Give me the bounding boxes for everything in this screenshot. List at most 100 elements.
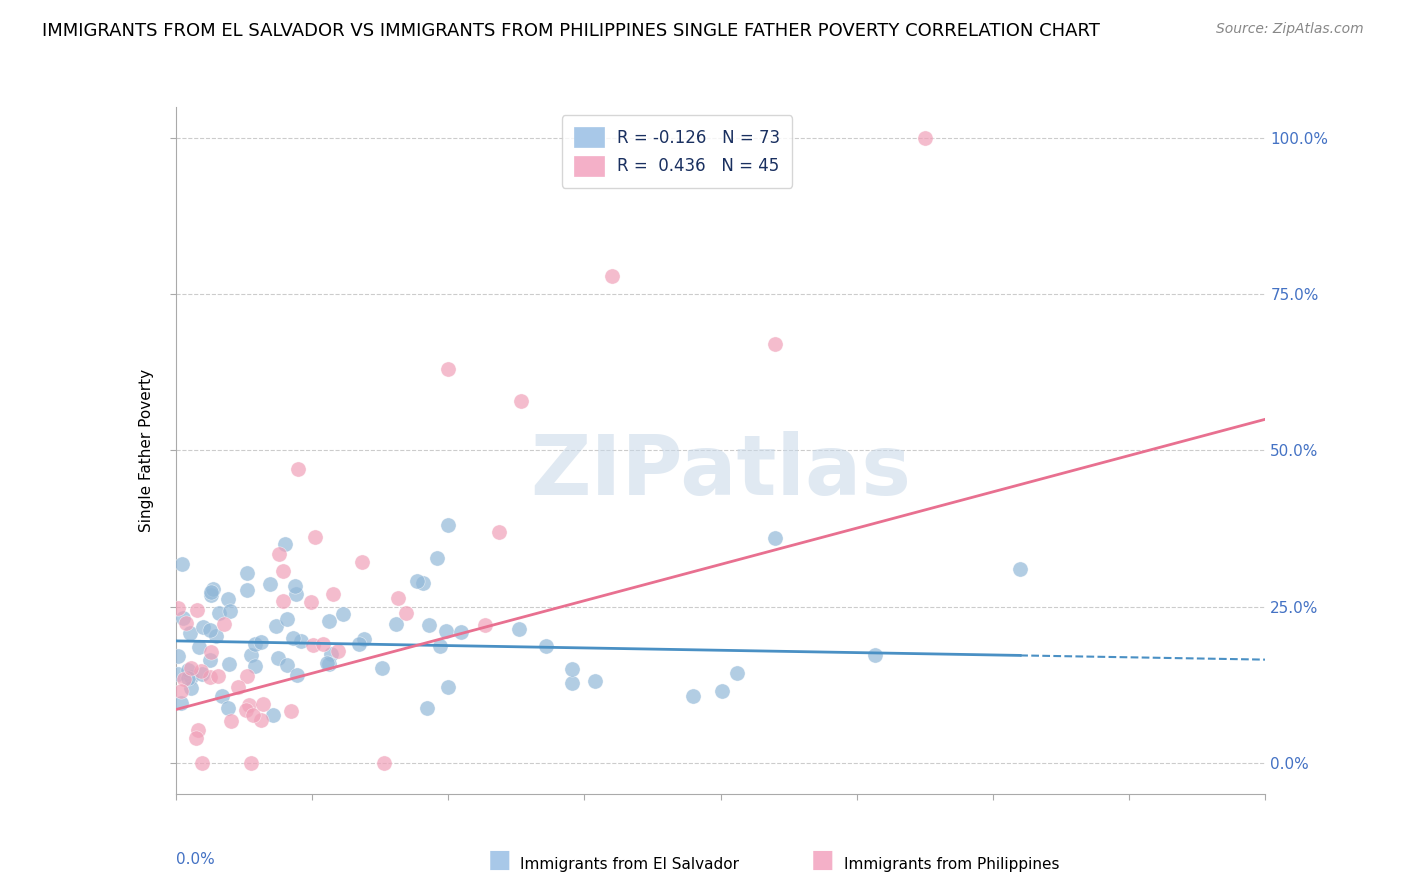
Point [412,576,434,591]
Point [725,666,748,681]
Point [240,648,263,663]
Point [262,708,284,723]
Point [418,618,440,632]
Point [318,614,340,628]
Point [235,703,257,717]
Point [190,756,212,770]
Point [271,564,294,578]
Point [276,657,298,672]
Point [352,555,374,569]
Point [406,574,429,588]
Point [290,634,312,648]
Point [240,756,263,770]
Point [259,577,281,591]
Point [198,624,221,638]
Point [167,667,190,681]
Point [395,606,418,620]
Point [763,531,786,545]
Point [316,656,339,670]
Point [200,645,222,659]
Text: IMMIGRANTS FROM EL SALVADOR VS IMMIGRANTS FROM PHILIPPINES SINGLE FATHER POVERTY: IMMIGRANTS FROM EL SALVADOR VS IMMIGRANT… [42,22,1099,40]
Point [169,684,191,698]
Point [172,557,194,571]
Point [177,671,200,685]
Point [219,714,242,728]
Point [208,606,231,620]
Point [285,667,308,681]
Point [274,537,297,551]
Text: ZIPatlas: ZIPatlas [530,431,911,512]
Point [176,615,198,630]
Point [509,393,531,408]
Point [914,131,936,145]
Point [218,657,240,672]
Text: ■: ■ [811,848,834,872]
Point [682,690,704,704]
Point [450,624,472,639]
Text: 0.0%: 0.0% [176,852,215,867]
Point [179,626,201,640]
Point [304,530,326,544]
Point [488,525,510,540]
Point [353,632,375,647]
Point [437,680,460,694]
Point [299,595,322,609]
Point [242,707,264,722]
Point [264,618,287,632]
Point [429,639,451,653]
Point [198,670,221,684]
Point [287,462,309,476]
Text: Immigrants from Philippines: Immigrants from Philippines [844,857,1059,872]
Point [167,600,190,615]
Y-axis label: Single Father Poverty: Single Father Poverty [139,369,155,532]
Point [302,638,325,652]
Point [711,683,734,698]
Text: Source: ZipAtlas.com: Source: ZipAtlas.com [1216,22,1364,37]
Point [271,593,294,607]
Point [385,617,408,632]
Point [207,669,229,683]
Point [763,337,786,351]
Point [249,635,271,649]
Point [200,585,222,599]
Point [205,629,228,643]
Point [387,591,409,606]
Point [252,697,274,711]
Point [191,666,214,681]
Point [172,611,194,625]
Point [561,676,583,690]
Point [281,631,304,645]
Point [434,624,457,638]
Text: ■: ■ [488,848,510,872]
Point [534,639,557,653]
Point [243,659,266,673]
Point [200,589,222,603]
Point [1010,562,1032,576]
Point [188,640,211,655]
Point [173,672,195,686]
Point [276,612,298,626]
Point [238,698,260,712]
Point [193,620,215,634]
Point [865,648,887,662]
Point [180,670,202,684]
Point [211,689,233,703]
Point [217,701,239,715]
Point [437,362,460,376]
Point [219,604,242,618]
Point [186,603,208,617]
Point [561,662,583,676]
Point [167,649,190,664]
Point [583,673,606,688]
Point [235,582,257,597]
Point [267,651,290,665]
Point [226,680,249,694]
Point [184,731,207,745]
Point [202,582,225,597]
Point [235,669,257,683]
Point [600,268,623,283]
Point [373,756,395,770]
Point [319,648,342,662]
Point [180,681,202,695]
Point [508,622,530,636]
